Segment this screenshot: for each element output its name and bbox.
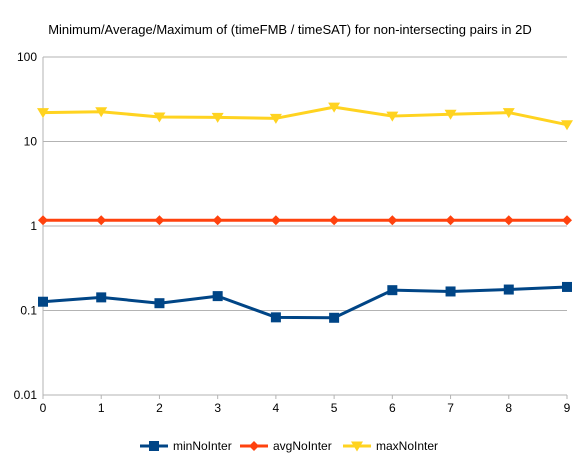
data-point bbox=[387, 285, 398, 296]
legend-label: maxNoInter bbox=[376, 439, 438, 453]
data-point bbox=[270, 312, 281, 323]
data-point bbox=[211, 112, 224, 123]
data-point bbox=[212, 215, 223, 226]
legend-marker bbox=[351, 441, 363, 452]
x-tick-label: 5 bbox=[331, 401, 338, 415]
data-point bbox=[154, 215, 165, 226]
legend: minNoInter avgNoInter maxNoInter bbox=[140, 439, 438, 453]
data-point bbox=[445, 286, 456, 297]
data-point bbox=[329, 215, 340, 226]
data-point bbox=[503, 215, 514, 226]
x-tick-label: 3 bbox=[214, 401, 221, 415]
y-tick-label: 100 bbox=[17, 50, 37, 64]
data-point bbox=[387, 215, 398, 226]
data-point bbox=[96, 292, 107, 303]
data-point bbox=[270, 215, 281, 226]
data-point bbox=[561, 120, 573, 131]
data-point bbox=[444, 109, 457, 120]
y-tick-label: 0.1 bbox=[20, 304, 37, 318]
x-tick-label: 0 bbox=[40, 401, 47, 415]
data-point bbox=[328, 102, 341, 113]
y-tick-label: 1 bbox=[30, 219, 37, 233]
x-tick-label: 7 bbox=[447, 401, 454, 415]
data-point bbox=[269, 113, 282, 124]
data-point bbox=[37, 108, 49, 119]
legend-label: minNoInter bbox=[173, 439, 232, 453]
data-point bbox=[154, 298, 165, 309]
plot-area bbox=[37, 102, 573, 323]
y-axis: 0.01 0.1 1 10 100 bbox=[14, 50, 38, 402]
legend-label: avgNoInter bbox=[273, 439, 332, 453]
data-point bbox=[386, 111, 399, 122]
data-point bbox=[562, 281, 572, 292]
series-line bbox=[42, 105, 568, 127]
data-point bbox=[502, 108, 515, 119]
x-tick-label: 4 bbox=[273, 401, 280, 415]
x-tick-label: 6 bbox=[389, 401, 396, 415]
data-point bbox=[96, 215, 107, 226]
x-axis: 0 1 2 3 4 5 6 7 8 9 bbox=[40, 395, 571, 415]
x-tick-label: 1 bbox=[98, 401, 105, 415]
x-tick-label: 2 bbox=[156, 401, 163, 415]
data-point bbox=[329, 312, 340, 323]
grid-lines bbox=[42, 56, 567, 396]
series-avgNoInter bbox=[38, 215, 572, 226]
y-tick-label: 0.01 bbox=[14, 388, 38, 402]
data-point bbox=[562, 215, 572, 226]
data-point bbox=[38, 296, 48, 307]
legend-marker bbox=[149, 441, 159, 451]
data-point bbox=[503, 284, 514, 295]
chart-title: Minimum/Average/Maximum of (timeFMB / ti… bbox=[48, 22, 532, 37]
legend-marker bbox=[249, 441, 259, 451]
series-maxNoInter bbox=[37, 102, 573, 131]
series-line bbox=[42, 285, 568, 320]
data-point bbox=[95, 107, 108, 118]
legend-item-avgNoInter: avgNoInter bbox=[240, 439, 332, 453]
data-point bbox=[38, 215, 48, 226]
y-tick-label: 10 bbox=[24, 135, 38, 149]
series-minNoInter bbox=[38, 281, 572, 323]
legend-item-minNoInter: minNoInter bbox=[140, 439, 232, 453]
x-tick-label: 9 bbox=[564, 401, 571, 415]
data-point bbox=[153, 112, 166, 123]
data-point bbox=[445, 215, 456, 226]
legend-item-maxNoInter: maxNoInter bbox=[343, 439, 438, 453]
x-tick-label: 8 bbox=[505, 401, 512, 415]
data-point bbox=[212, 291, 223, 302]
